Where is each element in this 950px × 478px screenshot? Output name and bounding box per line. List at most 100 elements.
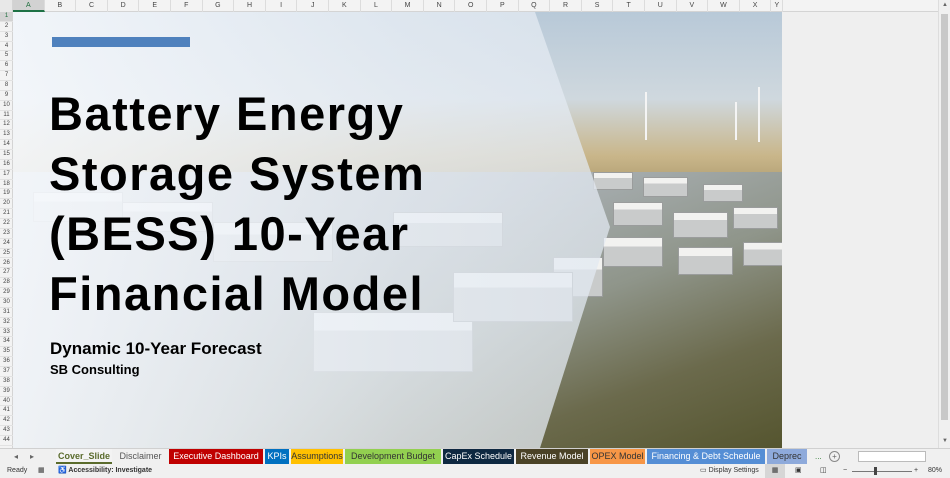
scroll-up-icon[interactable]: ▲ bbox=[942, 2, 948, 8]
row-header[interactable]: 16 bbox=[0, 160, 13, 170]
horizontal-scrollbar[interactable] bbox=[858, 451, 926, 462]
row-header[interactable]: 8 bbox=[0, 81, 13, 91]
sheet-tab[interactable]: Financing & Debt Schedule bbox=[647, 449, 765, 464]
row-header[interactable]: 12 bbox=[0, 120, 13, 131]
row-header[interactable]: 27 bbox=[0, 268, 13, 279]
column-header[interactable]: G bbox=[203, 0, 235, 12]
row-header[interactable]: 19 bbox=[0, 189, 13, 200]
row-header[interactable]: 3 bbox=[0, 32, 13, 42]
tab-scroll-right-icon[interactable]: ▸ bbox=[30, 452, 35, 461]
row-header[interactable]: 1 bbox=[0, 12, 13, 22]
row-header[interactable]: 31 bbox=[0, 308, 13, 318]
row-header[interactable]: 44 bbox=[0, 436, 13, 446]
zoom-level[interactable]: 80% bbox=[928, 467, 943, 474]
sheet-tab[interactable]: Development Budget bbox=[345, 449, 441, 464]
row-header[interactable]: 21 bbox=[0, 209, 13, 220]
row-header[interactable]: 7 bbox=[0, 71, 13, 82]
row-header[interactable]: 20 bbox=[0, 199, 13, 210]
column-header[interactable]: Q bbox=[519, 0, 551, 12]
column-header[interactable]: C bbox=[76, 0, 108, 12]
column-header[interactable]: K bbox=[329, 0, 361, 12]
row-header[interactable]: 37 bbox=[0, 367, 13, 377]
tab-scroll-left-icon[interactable]: ◂ bbox=[14, 452, 19, 461]
column-header[interactable]: H bbox=[234, 0, 266, 12]
row-header[interactable]: 29 bbox=[0, 288, 13, 298]
row-header[interactable]: 41 bbox=[0, 406, 13, 417]
column-header[interactable]: F bbox=[171, 0, 203, 12]
row-header[interactable]: 22 bbox=[0, 219, 13, 229]
row-header[interactable]: 6 bbox=[0, 61, 13, 72]
column-header[interactable]: M bbox=[392, 0, 424, 12]
zoom-slider-thumb[interactable] bbox=[874, 467, 877, 475]
accessibility-status[interactable]: ♿ Accessibility: Investigate bbox=[58, 467, 153, 474]
sheet-tab[interactable]: Cover_Slide bbox=[56, 449, 112, 464]
macro-record-icon[interactable]: ▦ bbox=[38, 467, 45, 474]
column-header[interactable]: L bbox=[361, 0, 393, 12]
zoom-slider[interactable] bbox=[852, 471, 912, 472]
column-header[interactable]: Y bbox=[771, 0, 784, 12]
row-header[interactable]: 43 bbox=[0, 426, 13, 436]
row-header[interactable]: 33 bbox=[0, 328, 13, 338]
row-header[interactable]: 11 bbox=[0, 111, 13, 121]
row-header[interactable]: 4 bbox=[0, 42, 13, 52]
display-settings-button[interactable]: ▭ Display Settings bbox=[700, 467, 759, 474]
column-header[interactable]: S bbox=[582, 0, 614, 12]
more-tabs-button[interactable]: ... bbox=[815, 452, 822, 461]
column-header[interactable]: A bbox=[13, 0, 45, 12]
sheet-tab[interactable]: Revenue Model bbox=[516, 449, 588, 464]
column-header[interactable]: I bbox=[266, 0, 298, 12]
row-header[interactable]: 26 bbox=[0, 259, 13, 269]
row-header[interactable]: 34 bbox=[0, 337, 13, 348]
select-all-corner[interactable] bbox=[0, 0, 13, 12]
row-header[interactable]: 17 bbox=[0, 170, 13, 180]
column-header[interactable]: B bbox=[45, 0, 77, 12]
page-layout-view-icon[interactable]: ▣ bbox=[795, 467, 802, 474]
row-header[interactable]: 9 bbox=[0, 91, 13, 101]
row-header[interactable]: 35 bbox=[0, 347, 13, 358]
normal-view-icon[interactable]: ▦ bbox=[765, 464, 785, 478]
row-header[interactable]: 2 bbox=[0, 22, 13, 32]
column-header[interactable]: X bbox=[740, 0, 772, 12]
scroll-thumb[interactable] bbox=[941, 14, 948, 420]
column-header[interactable]: J bbox=[297, 0, 329, 12]
sheet-tab[interactable]: CapEx Schedule bbox=[443, 449, 514, 464]
row-header[interactable]: 38 bbox=[0, 377, 13, 387]
column-header[interactable]: P bbox=[487, 0, 519, 12]
row-header[interactable]: 30 bbox=[0, 298, 13, 308]
column-header[interactable]: E bbox=[139, 0, 171, 12]
column-header[interactable]: R bbox=[550, 0, 582, 12]
row-header[interactable]: 40 bbox=[0, 397, 13, 407]
row-header[interactable]: 28 bbox=[0, 278, 13, 289]
row-header[interactable]: 13 bbox=[0, 130, 13, 141]
row-header[interactable]: 25 bbox=[0, 249, 13, 259]
column-header[interactable]: O bbox=[455, 0, 487, 12]
sheet-tab[interactable]: Executive Dashboard bbox=[169, 449, 263, 464]
row-header[interactable]: 5 bbox=[0, 51, 13, 62]
row-header[interactable]: 24 bbox=[0, 239, 13, 249]
column-header[interactable]: D bbox=[108, 0, 140, 12]
sheet-tab[interactable]: Assumptions bbox=[291, 449, 343, 464]
sheet-tab[interactable]: Deprec bbox=[767, 449, 807, 464]
column-header[interactable]: N bbox=[424, 0, 456, 12]
row-header[interactable]: 14 bbox=[0, 140, 13, 151]
page-break-view-icon[interactable]: ◫ bbox=[820, 467, 827, 474]
row-header[interactable]: 10 bbox=[0, 101, 13, 111]
sheet-tab[interactable]: OPEX Model bbox=[590, 449, 645, 464]
zoom-in-button[interactable]: + bbox=[914, 467, 919, 474]
row-header[interactable]: 32 bbox=[0, 318, 13, 328]
column-header[interactable]: V bbox=[677, 0, 709, 12]
sheet-tab[interactable]: Disclaimer bbox=[114, 449, 167, 464]
row-header[interactable]: 36 bbox=[0, 357, 13, 367]
column-header[interactable]: W bbox=[708, 0, 740, 12]
row-header[interactable]: 18 bbox=[0, 180, 13, 190]
cover-slide-sheet[interactable]: Battery Energy Storage System (BESS) 10-… bbox=[13, 12, 782, 448]
scroll-down-icon[interactable]: ▼ bbox=[942, 438, 948, 444]
row-header[interactable]: 23 bbox=[0, 229, 13, 239]
column-header[interactable]: U bbox=[645, 0, 677, 12]
zoom-out-button[interactable]: − bbox=[843, 467, 848, 474]
row-header[interactable]: 15 bbox=[0, 150, 13, 160]
vertical-scrollbar[interactable]: ▲ ▼ bbox=[938, 0, 950, 448]
row-header[interactable]: 42 bbox=[0, 416, 13, 427]
row-header[interactable]: 39 bbox=[0, 387, 13, 397]
add-sheet-button[interactable]: + bbox=[829, 451, 840, 462]
